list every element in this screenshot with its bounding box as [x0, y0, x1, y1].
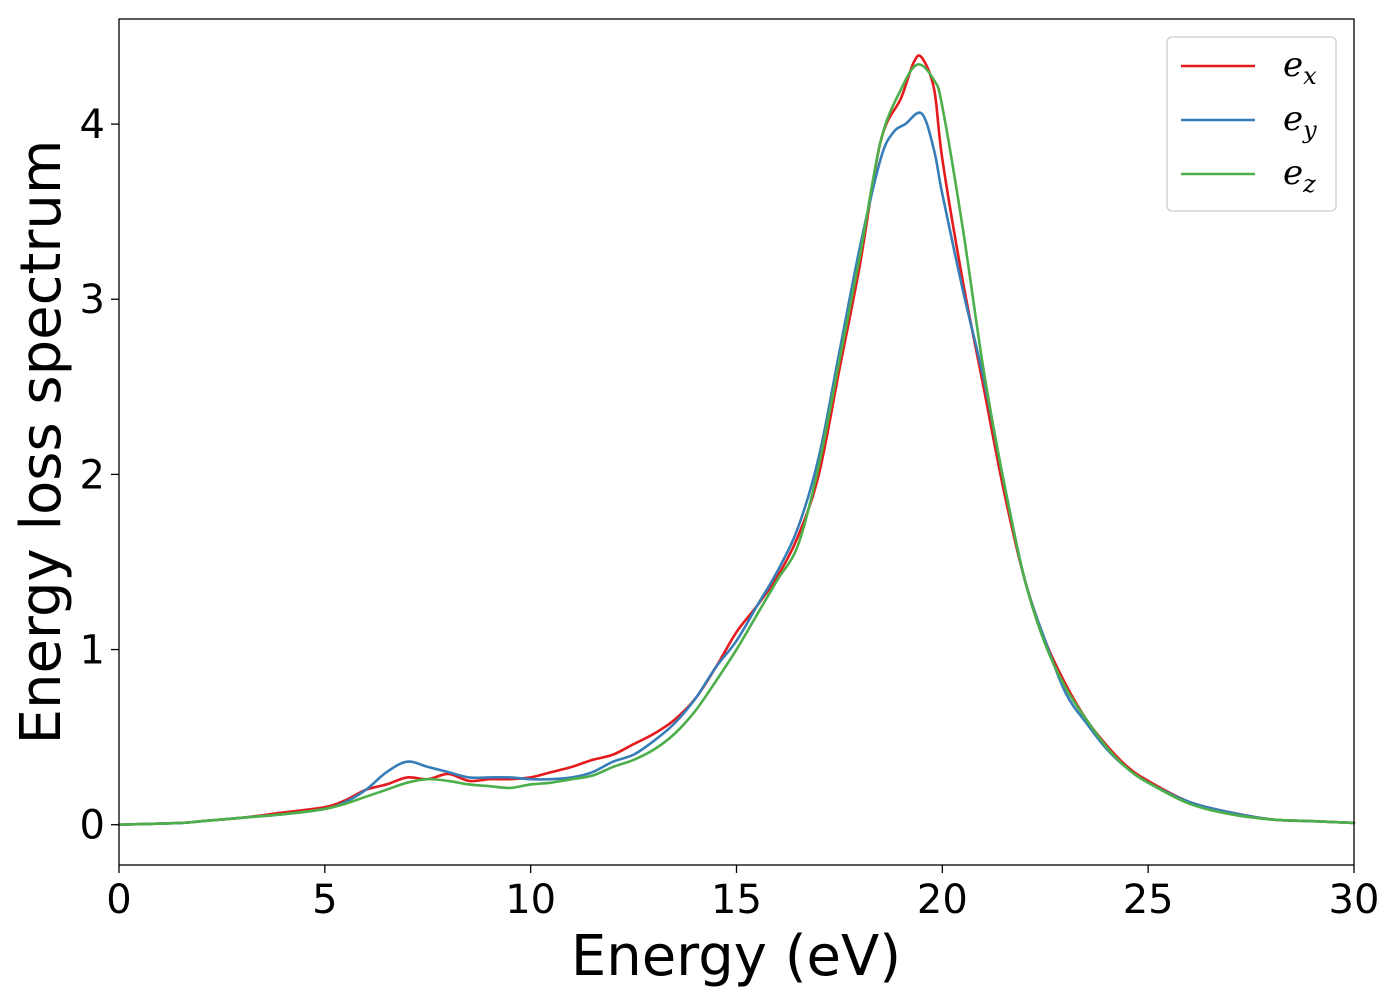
x-tick-label: 20: [917, 877, 968, 923]
legend: ex ey ez: [1166, 36, 1337, 212]
series-line-ez: [117, 63, 1356, 827]
x-tick-label: 25: [1123, 877, 1174, 923]
x-tick-label: 15: [711, 877, 762, 923]
y-tick-label: 0: [80, 803, 105, 849]
x-tick-label: 5: [312, 877, 337, 923]
legend-label-ex: ex: [1283, 45, 1317, 90]
legend-box: [1166, 36, 1337, 212]
x-tick-label: 10: [505, 877, 556, 923]
y-axis-ticks: 0 1 2 3 4: [80, 102, 119, 849]
y-tick-label: 1: [80, 628, 105, 674]
legend-label-ez: ez: [1283, 153, 1316, 198]
series-line-ey: [117, 111, 1356, 827]
x-tick-label: 0: [106, 877, 131, 923]
series-line-ex: [117, 54, 1356, 827]
y-tick-label: 4: [80, 102, 105, 148]
x-axis-label: Energy (eV): [571, 924, 901, 989]
plot-background: [119, 19, 1354, 865]
series-layer: [117, 54, 1356, 827]
legend-label-ey: ey: [1283, 99, 1317, 144]
y-tick-label: 3: [80, 277, 105, 323]
y-axis-label: Energy loss spectrum: [9, 140, 74, 745]
y-tick-label: 2: [80, 452, 105, 498]
x-axis-ticks: 0 5 10 15 20 25 30: [106, 865, 1379, 923]
x-tick-label: 30: [1329, 877, 1380, 923]
